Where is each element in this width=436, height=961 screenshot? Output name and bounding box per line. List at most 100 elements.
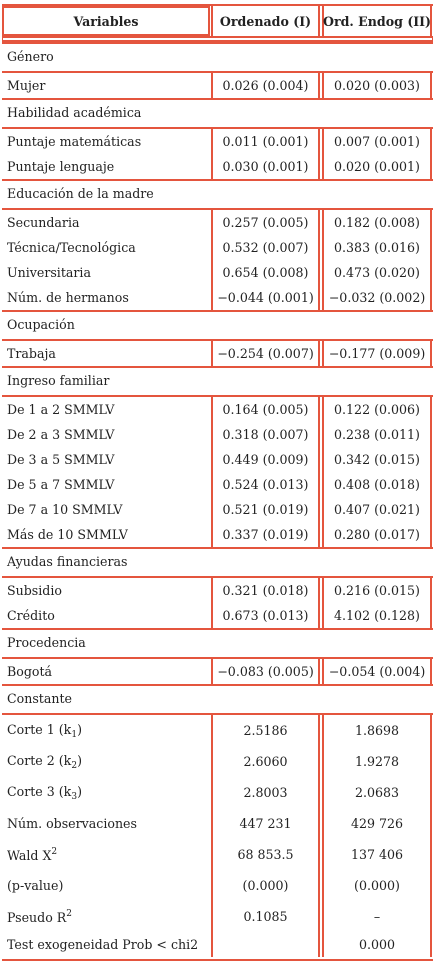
table-row: De 2 a 3 SMMLV 0.318 (0.007) 0.238 (0.011) — [2, 422, 433, 447]
row-label-text: Subsidio — [7, 583, 62, 598]
value-ordenado: −0.044 (0.001) — [211, 285, 320, 310]
row-label: Núm. de hermanos — [2, 290, 210, 305]
row-label-text: Corte 1 (k — [7, 721, 72, 737]
row-label-text: Puntaje matemáticas — [7, 134, 142, 149]
row-label-text: Test exogeneidad Prob < chi2 — [7, 937, 199, 952]
value-ordenado: 2.8003 — [211, 777, 320, 808]
value-ordenado: 0.026 (0.004) — [211, 73, 320, 98]
value-ordenado: 0.532 (0.007) — [211, 235, 320, 260]
table-row: Wald X2 68 853.5 137 406 — [2, 839, 433, 870]
value-ord-endog: 429 726 — [322, 808, 432, 839]
table-row: Mujer 0.026 (0.004) 0.020 (0.003) — [2, 73, 433, 98]
value-ordenado: 2.6060 — [211, 746, 320, 777]
value-ordenado: 0.164 (0.005) — [211, 397, 320, 422]
value-ord-endog: 1.9278 — [322, 746, 432, 777]
table-row: Núm. de hermanos −0.044 (0.001) −0.032 (0.… — [2, 285, 433, 310]
value-ord-endog: 0.216 (0.015) — [322, 578, 432, 603]
header-ord-endog: Ord. Endog (II) — [322, 6, 432, 36]
value-ord-endog: 0.007 (0.001) — [322, 129, 432, 154]
section-title: Género — [7, 49, 54, 64]
row-label-text: Universitaria — [7, 265, 91, 280]
section-title: Ingreso familiar — [7, 373, 110, 388]
row-label-superscript: 2 — [51, 846, 58, 857]
value-ord-endog: 0.383 (0.016) — [322, 235, 432, 260]
section-header: Género — [2, 42, 433, 69]
section-header: Procedencia — [2, 628, 433, 655]
section-title: Procedencia — [7, 635, 86, 650]
section-divider — [2, 71, 433, 73]
row-label: Mujer — [2, 78, 210, 93]
table-row: De 1 a 2 SMMLV 0.164 (0.005) 0.122 (0.006) — [2, 397, 433, 422]
row-label: Corte 1 (k1) — [2, 722, 210, 740]
table-row: De 3 a 5 SMMLV 0.449 (0.009) 0.342 (0.015) — [2, 447, 433, 472]
value-ordenado: 0.318 (0.007) — [211, 422, 320, 447]
section-title: Constante — [7, 691, 72, 706]
row-label-text: Núm. observaciones — [7, 816, 137, 831]
table-body: Género Mujer 0.026 (0.004) 0.020 (0.003) Hab… — [2, 42, 433, 961]
value-ord-endog: −0.032 (0.002) — [322, 285, 432, 310]
value-ordenado: 0.1085 — [211, 901, 320, 932]
value-ordenado: 68 853.5 — [211, 839, 320, 870]
value-ord-endog: 0.182 (0.008) — [322, 210, 432, 235]
row-label-text: De 7 a 10 SMMLV — [7, 502, 123, 517]
row-label-text: De 3 a 5 SMMLV — [7, 452, 115, 467]
row-label: Bogotá — [2, 664, 210, 679]
row-label-text: Pseudo R — [7, 909, 67, 925]
row-label-subscript: 1 — [71, 729, 78, 740]
row-label-text: Técnica/Tecnológica — [7, 240, 136, 255]
table-row: Corte 1 (k1) 2.5186 1.8698 — [2, 715, 433, 746]
value-ord-endog: 1.8698 — [322, 715, 432, 746]
row-label: Crédito — [2, 608, 210, 623]
table-row: Técnica/Tecnológica 0.532 (0.007) 0.383 (0… — [2, 235, 433, 260]
row-label-text: Secundaria — [7, 215, 80, 230]
row-label: De 5 a 7 SMMLV — [2, 477, 210, 492]
row-label: Núm. observaciones — [2, 816, 210, 831]
row-label: Test exogeneidad Prob < chi2 — [2, 937, 210, 952]
section-divider — [2, 713, 433, 715]
section-title: Educación de la madre — [7, 186, 154, 201]
table-header: Variables Ordenado (I) Ord. Endog (II) — [2, 4, 433, 38]
value-ord-endog: 0.000 — [322, 932, 432, 957]
row-label-text: Mujer — [7, 78, 46, 93]
value-ordenado: 0.521 (0.019) — [211, 497, 320, 522]
table-row: Núm. observaciones 447 231 429 726 — [2, 808, 433, 839]
section-header: Ingreso familiar — [2, 366, 433, 393]
value-ordenado: 0.011 (0.001) — [211, 129, 320, 154]
value-ord-endog: −0.177 (0.009) — [322, 341, 432, 366]
row-label: Puntaje lenguaje — [2, 159, 210, 174]
value-ord-endog: 2.0683 — [322, 777, 432, 808]
table-row: Bogotá −0.083 (0.005) −0.054 (0.004) — [2, 659, 433, 684]
table-row: Puntaje lenguaje 0.030 (0.001) 0.020 (0.00… — [2, 154, 433, 179]
section-title: Ayudas financieras — [7, 554, 128, 569]
row-label-superscript: 2 — [66, 908, 73, 919]
table-row: Puntaje matemáticas 0.011 (0.001) 0.007 (0… — [2, 129, 433, 154]
row-label: (p-value) — [2, 878, 210, 893]
value-ord-endog: 0.280 (0.017) — [322, 522, 432, 547]
table-row: Corte 3 (k3) 2.8003 2.0683 — [2, 777, 433, 808]
row-label: De 1 a 2 SMMLV — [2, 402, 210, 417]
row-label-text: De 5 a 7 SMMLV — [7, 477, 115, 492]
row-label-text: Bogotá — [7, 664, 53, 679]
row-label-text: Trabaja — [7, 346, 56, 361]
value-ordenado: 0.257 (0.005) — [211, 210, 320, 235]
value-ordenado: −0.083 (0.005) — [211, 659, 320, 684]
value-ord-endog: 0.473 (0.020) — [322, 260, 432, 285]
table-row: Corte 2 (k2) 2.6060 1.9278 — [2, 746, 433, 777]
value-ordenado: 0.321 (0.018) — [211, 578, 320, 603]
row-label-end: ) — [77, 752, 82, 768]
section-divider — [2, 395, 433, 397]
row-label: Corte 2 (k2) — [2, 753, 210, 771]
value-ord-endog: 0.408 (0.018) — [322, 472, 432, 497]
table-row: Test exogeneidad Prob < chi2 0.000 — [2, 932, 433, 957]
value-ordenado — [211, 932, 320, 957]
section-header: Educación de la madre — [2, 179, 433, 206]
row-label: Pseudo R2 — [2, 909, 210, 925]
section-header: Habilidad académica — [2, 98, 433, 125]
value-ordenado: 2.5186 — [211, 715, 320, 746]
value-ordenado: 0.030 (0.001) — [211, 154, 320, 179]
row-label: Puntaje matemáticas — [2, 134, 210, 149]
row-label-text: Wald X — [7, 847, 52, 863]
row-label: Secundaria — [2, 215, 210, 230]
section-header: Ayudas financieras — [2, 547, 433, 574]
row-label: De 2 a 3 SMMLV — [2, 427, 210, 442]
